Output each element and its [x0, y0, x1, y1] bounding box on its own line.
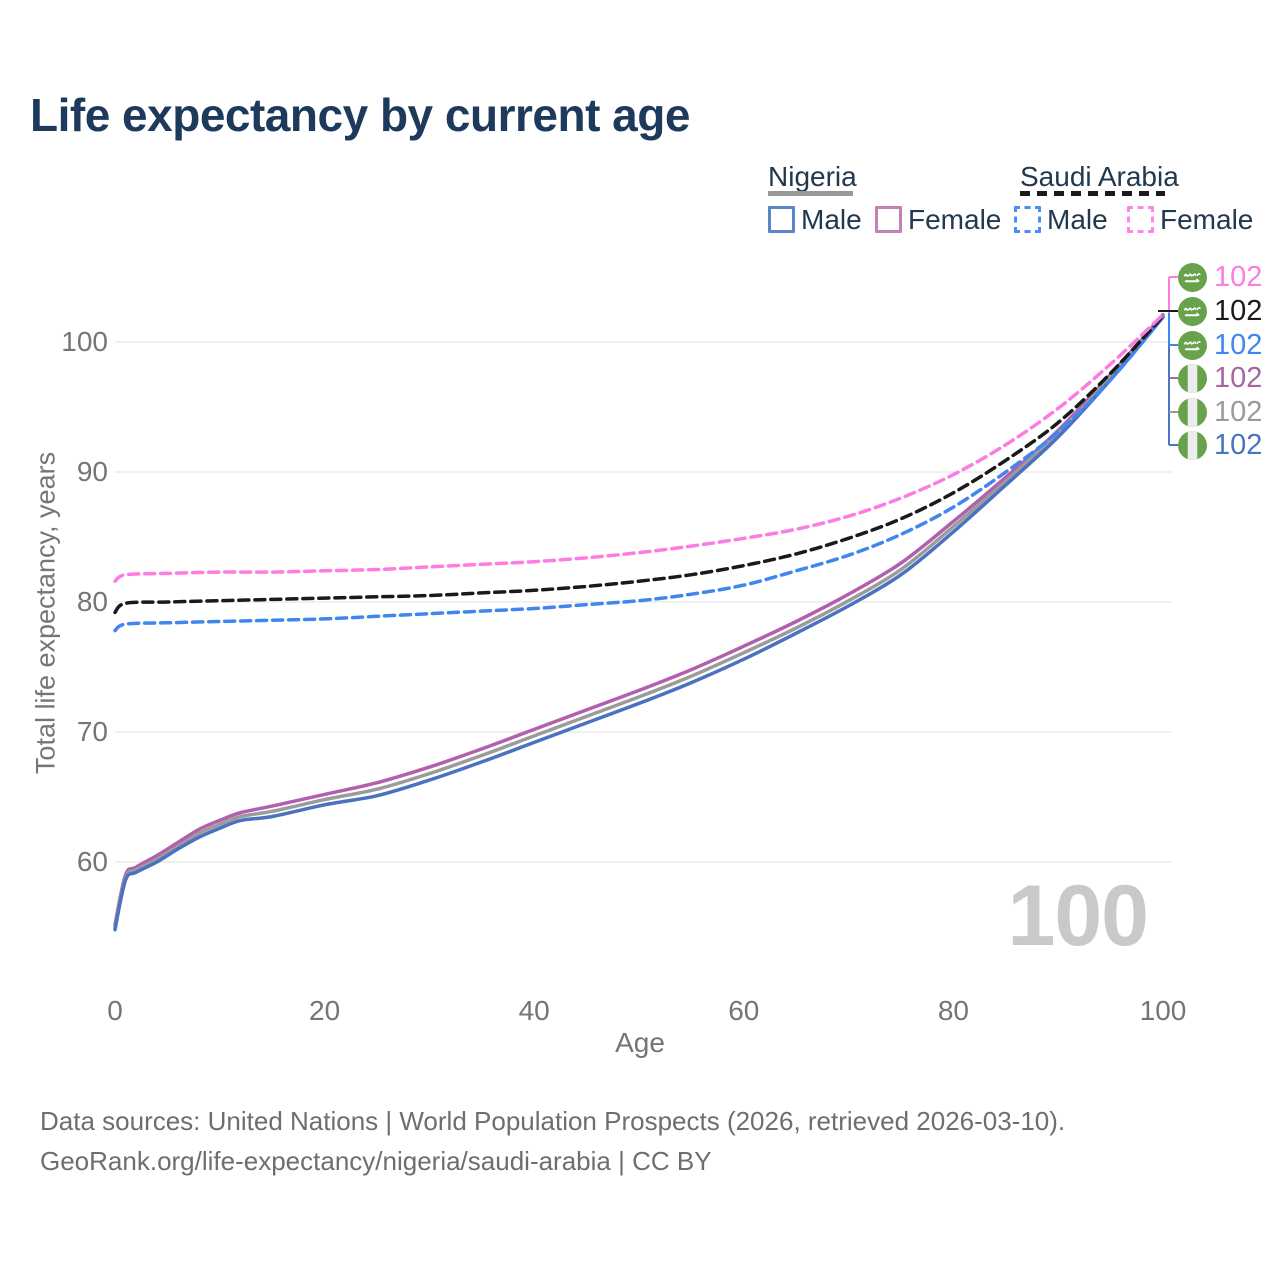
legend-item-saudi-arabia-male[interactable]: Male — [1014, 204, 1108, 235]
legend-underline-nigeria — [768, 191, 853, 196]
series-line-saudi-arabia-female[interactable] — [113, 312, 1165, 583]
y-tick-label-100: 100 — [61, 326, 108, 357]
legend-item-saudi-arabia-female[interactable]: Female — [1127, 204, 1254, 235]
end-label-row-1: 102 — [1178, 296, 1262, 326]
x-tick-label-60: 60 — [728, 995, 760, 1026]
saudi-arabia-flag-icon — [1178, 296, 1207, 326]
series-line-nigeria-total[interactable] — [113, 314, 1165, 929]
page-title: Life expectancy by current age — [30, 89, 690, 141]
y-tick-label-80: 80 — [76, 586, 108, 617]
nigeria-female-swatch-icon[interactable] — [875, 206, 902, 233]
legend-label-saudi-arabia-male[interactable]: Male — [1047, 204, 1108, 235]
x-tick-label-40: 40 — [518, 995, 550, 1026]
x-tick-label-0: 0 — [107, 995, 123, 1026]
x-axis-title: Age — [615, 1027, 665, 1058]
x-tick-label-80: 80 — [937, 995, 969, 1026]
end-value-label: 102 — [1214, 428, 1263, 461]
nigeria-flag-icon — [1178, 430, 1207, 460]
hover-age-watermark: 100 — [1007, 868, 1150, 964]
end-value-label: 102 — [1214, 260, 1263, 293]
legend-label-nigeria-male[interactable]: Male — [801, 204, 862, 235]
legend-label-saudi-arabia-female[interactable]: Female — [1160, 204, 1254, 235]
nigeria-flag-icon — [1178, 397, 1207, 427]
legend-item-nigeria-female[interactable]: Female — [875, 204, 1002, 235]
series-line-saudi-arabia-male[interactable] — [113, 315, 1165, 633]
saudi-arabia-flag-icon — [1178, 262, 1207, 292]
saudi-arabia-flag-icon — [1178, 330, 1207, 360]
nigeria-flag-icon — [1178, 363, 1207, 393]
legend-label-nigeria-female[interactable]: Female — [908, 204, 1002, 235]
data-sources-note: Data sources: United Nations | World Pop… — [40, 1106, 1066, 1136]
legend-country-saudi-arabia[interactable]: Saudi Arabia — [1020, 161, 1179, 192]
y-tick-label-60: 60 — [76, 846, 108, 877]
series-line-nigeria-female[interactable] — [113, 312, 1165, 927]
end-label-row-5: 102 — [1178, 430, 1262, 460]
y-tick-label-90: 90 — [76, 456, 108, 487]
x-tick-label-20: 20 — [309, 995, 341, 1026]
end-value-label: 102 — [1214, 361, 1263, 394]
legend-item-nigeria-male[interactable]: Male — [768, 204, 862, 235]
gridlines — [115, 341, 1172, 863]
legend-underline-saudi-arabia — [1020, 191, 1165, 196]
legend-country-nigeria[interactable]: Nigeria — [768, 161, 857, 192]
end-label-row-2: 102 — [1178, 330, 1262, 360]
nigeria-male-swatch-icon[interactable] — [768, 206, 795, 233]
end-label-row-0: 102 — [1178, 262, 1262, 292]
end-value-label: 102 — [1214, 328, 1263, 361]
end-value-label: 102 — [1214, 395, 1263, 428]
saudi-arabia-male-swatch-icon[interactable] — [1014, 206, 1041, 233]
end-label-row-4: 102 — [1178, 397, 1262, 427]
end-label-row-3: 102 — [1178, 363, 1262, 393]
end-value-label: 102 — [1214, 294, 1263, 327]
attribution-note: GeoRank.org/life-expectancy/nigeria/saud… — [40, 1146, 712, 1176]
y-tick-label-70: 70 — [76, 716, 108, 747]
x-tick-label-100: 100 — [1139, 995, 1187, 1026]
series-line-nigeria-male[interactable] — [113, 315, 1165, 932]
series-line-saudi-arabia-total[interactable] — [113, 314, 1165, 615]
end-label-leader-lines — [1158, 276, 1178, 446]
saudi-arabia-female-swatch-icon[interactable] — [1127, 206, 1154, 233]
